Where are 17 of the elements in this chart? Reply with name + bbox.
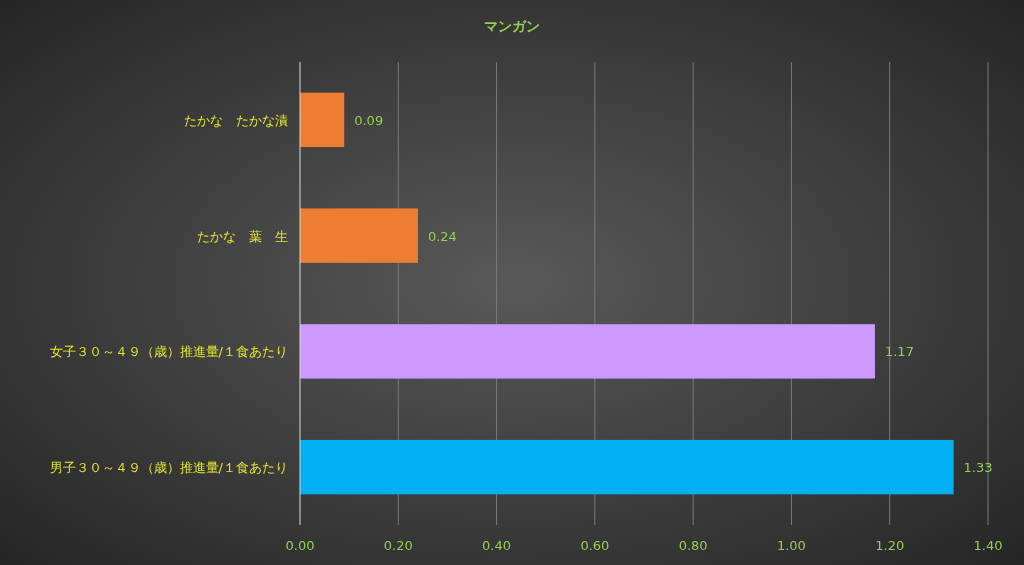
x-tick-label: 1.00 (776, 538, 806, 553)
data-label: 0.09 (354, 112, 384, 128)
data-label: 1.33 (963, 460, 993, 476)
y-tick-label: たかな たかな漬 (184, 112, 288, 128)
x-tick-label: 0.40 (482, 538, 512, 553)
x-tick-label: 0.00 (285, 538, 315, 553)
x-tick-label: 0.80 (678, 538, 708, 553)
x-tick-label: 1.20 (875, 538, 905, 553)
x-tick-label: 0.20 (383, 538, 413, 553)
x-tick-label: 1.40 (973, 538, 1003, 553)
y-tick-label: 女子３０～４９（歳）推進量/１食あたり (49, 344, 288, 360)
y-tick-label: 男子３０～４９（歳）推進量/１食あたり (49, 460, 288, 476)
data-label: 1.17 (884, 344, 914, 360)
data-label: 0.24 (427, 228, 457, 244)
x-tick-label: 0.60 (580, 538, 610, 553)
chart-title: マンガン (484, 18, 540, 34)
y-tick-label: たかな 葉 生 (197, 228, 288, 244)
